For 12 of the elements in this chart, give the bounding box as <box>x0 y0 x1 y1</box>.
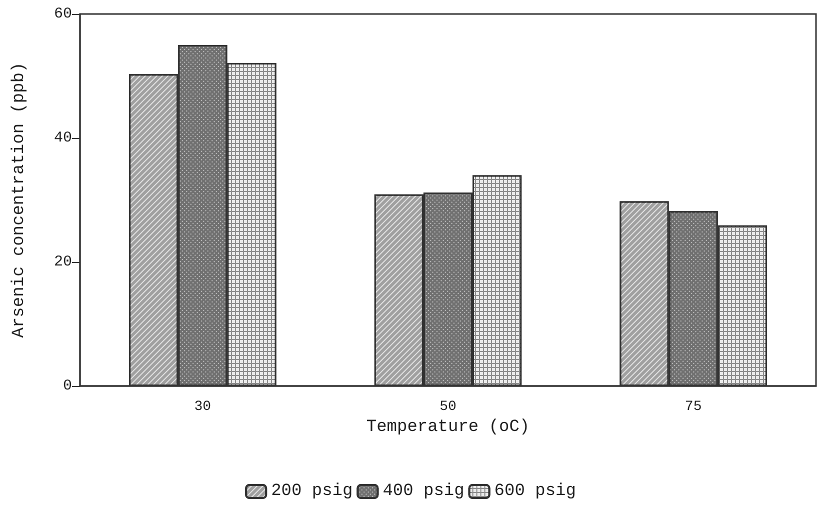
legend-label: 200 psig <box>271 482 353 501</box>
x-tick-label: 50 <box>440 399 456 415</box>
y-axis-title: Arsenic concentration (ppb) <box>10 62 29 338</box>
y-tick-label: 60 <box>54 6 72 22</box>
y-tick-label: 40 <box>54 130 72 146</box>
y-tick-label: 0 <box>62 378 72 394</box>
legend-label: 600 psig <box>494 482 576 501</box>
x-tick-label: 75 <box>684 399 702 415</box>
x-tick-label: 30 <box>194 399 212 415</box>
legend-label: 400 psig <box>382 482 464 501</box>
x-axis-title: Temperature (oC) <box>366 418 530 437</box>
y-tick-label: 20 <box>54 254 72 270</box>
